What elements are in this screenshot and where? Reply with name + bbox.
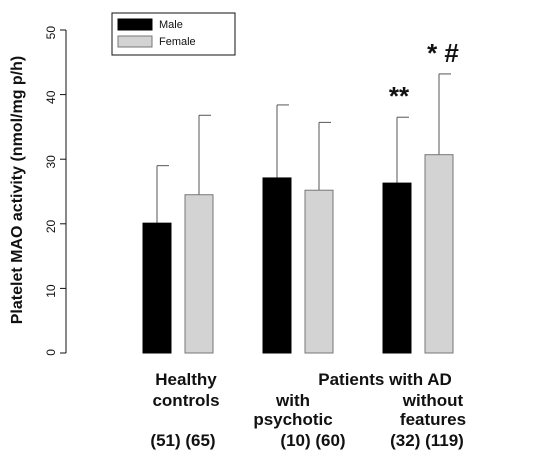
sample-size-label: (10) (60) [280,431,345,450]
y-tick-label: 0 [44,349,58,356]
category-labels: Healthy controls Patients with AD withpsych… [150,370,466,450]
y-axis-label: Platelet MAO activity (nmol/mg p/h) [9,56,26,324]
bar-female-2 [424,154,454,354]
legend-label-female: Female [159,36,196,48]
category-label: psychotic [253,410,332,429]
bar-female-1 [304,189,334,354]
bar-male-0 [142,222,172,354]
legend-label-male: Male [159,19,183,31]
significance-marker: ** [389,81,410,111]
y-tick-label: 30 [44,155,58,169]
axes: 0 10 20 30 40 50 [44,26,67,356]
category-label: Healthy [155,370,217,389]
legend-swatch-male [117,18,153,31]
category-label: without [402,391,464,410]
category-label: features [400,410,466,429]
y-tick-label: 10 [44,284,58,298]
category-label: controls [152,391,219,410]
bar-male-1 [262,177,292,354]
category-label: with [275,391,310,410]
bar-male-2 [382,182,412,354]
y-tick-label: 50 [44,26,58,40]
legend-swatch-female [117,35,153,48]
bars: ** * # [142,38,459,354]
bar-female-0 [184,194,214,354]
patients-label: Patients with AD [318,370,452,389]
sample-size-label: (51) (65) [150,431,215,450]
y-tick-label: 20 [44,219,58,233]
y-tick-label: 40 [44,90,58,104]
significance-marker: * # [427,38,459,68]
legend: Male Female [111,12,236,56]
sample-size-label: (32) (119) [390,431,464,450]
legend-box [111,12,236,56]
